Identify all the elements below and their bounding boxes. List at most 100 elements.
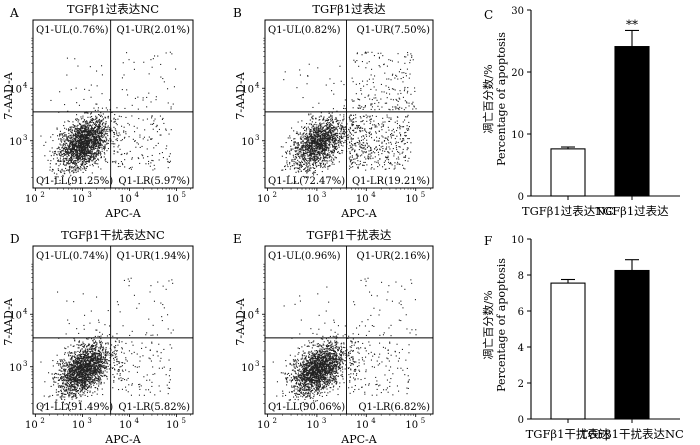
event-dot (66, 159, 68, 161)
event-dot (370, 133, 372, 135)
event-dot (79, 151, 81, 153)
event-dot (77, 155, 79, 157)
event-dot (316, 127, 318, 129)
event-dot (408, 129, 410, 131)
event-dot (324, 143, 326, 145)
event-dot (64, 369, 66, 371)
event-dot (76, 149, 78, 151)
event-dot (149, 358, 151, 360)
event-dot (68, 146, 70, 148)
event-dot (70, 160, 72, 162)
event-dot (314, 144, 316, 146)
event-dot (338, 137, 340, 139)
x-tick-label: 10 (25, 194, 38, 205)
event-dot (75, 168, 77, 170)
event-dot (150, 101, 152, 103)
event-dot (336, 147, 338, 149)
event-dot (86, 144, 88, 146)
event-dot (333, 150, 335, 152)
event-dots (40, 51, 177, 185)
event-dot (314, 140, 316, 142)
event-dot (77, 153, 79, 155)
event-dot (332, 129, 334, 131)
event-dot (350, 128, 352, 130)
event-dot (324, 164, 326, 166)
event-dot (322, 138, 324, 140)
event-dot (310, 113, 312, 115)
event-dot (91, 134, 93, 136)
event-dot (100, 115, 102, 117)
event-dot (82, 168, 84, 170)
event-dot (328, 124, 330, 126)
event-dot (366, 142, 368, 144)
event-dot (369, 119, 371, 121)
event-dot (63, 132, 65, 134)
event-dot (409, 62, 411, 64)
event-dot (375, 89, 377, 91)
event-dot (97, 377, 99, 379)
event-dot (146, 379, 148, 381)
event-dot (82, 133, 84, 135)
event-dot (64, 389, 66, 391)
event-dot (300, 138, 302, 140)
event-dot (338, 161, 340, 163)
event-dot (332, 131, 334, 133)
event-dot (102, 128, 104, 130)
event-dot (314, 163, 316, 165)
event-dot (329, 144, 331, 146)
event-dot (321, 144, 323, 146)
event-dot (385, 148, 387, 150)
event-dot (304, 147, 306, 149)
event-dot (70, 154, 72, 156)
event-dot (316, 142, 318, 144)
event-dot (158, 385, 160, 387)
event-dot (397, 100, 399, 102)
event-dot (322, 149, 324, 151)
event-dot (96, 139, 98, 141)
event-dot (310, 149, 312, 151)
event-dot (68, 139, 70, 141)
event-dot (70, 158, 72, 160)
event-dot (325, 149, 327, 151)
event-dot (316, 146, 318, 148)
event-dot (83, 149, 85, 151)
event-dot (78, 143, 80, 145)
event-dot (326, 128, 328, 130)
event-dot (75, 139, 77, 141)
event-dot (93, 156, 95, 158)
event-dot (117, 151, 119, 153)
event-dot (371, 103, 373, 105)
event-dot (83, 151, 85, 153)
event-dot (388, 142, 390, 144)
event-dot (314, 153, 316, 155)
event-dot (332, 127, 334, 129)
event-dot (322, 153, 324, 155)
event-dot (63, 138, 65, 140)
event-dot (115, 162, 117, 164)
event-dot (151, 154, 153, 156)
quadrant-ur-label: Q1-UR(2.01%) (117, 25, 191, 36)
event-dot (320, 151, 322, 153)
event-dot (334, 132, 336, 134)
event-dot (327, 137, 329, 139)
event-dot (331, 118, 333, 120)
event-dot (289, 162, 291, 164)
event-dot (377, 151, 379, 153)
event-dot (360, 130, 362, 132)
event-dot (94, 161, 96, 163)
event-dot (79, 123, 81, 125)
event-dot (99, 131, 101, 133)
event-dot (351, 123, 353, 125)
event-dot (103, 149, 105, 151)
event-dot (82, 148, 84, 150)
event-dot (362, 80, 364, 82)
event-dot (320, 150, 322, 152)
event-dot (373, 55, 375, 57)
event-dot (57, 147, 59, 149)
event-dot (307, 126, 309, 128)
event-dot (359, 146, 361, 148)
event-dot (113, 146, 115, 148)
event-dot (67, 161, 69, 163)
event-dot (148, 136, 150, 138)
event-dot (97, 126, 99, 128)
